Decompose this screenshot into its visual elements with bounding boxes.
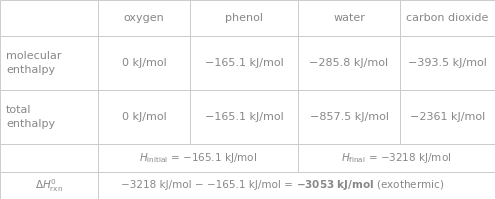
Bar: [0, 90, 98, 144]
Bar: [298, 90, 400, 144]
Text: $H_{\rm initial}$ = −165.1 kJ/mol: $H_{\rm initial}$ = −165.1 kJ/mol: [139, 151, 257, 165]
Bar: [0, 144, 98, 172]
Bar: [190, 90, 298, 144]
Bar: [298, 0, 400, 36]
Text: −165.1 kJ/mol: −165.1 kJ/mol: [204, 112, 283, 122]
Text: water: water: [333, 13, 365, 23]
Text: −857.5 kJ/mol: −857.5 kJ/mol: [309, 112, 389, 122]
Text: −285.8 kJ/mol: −285.8 kJ/mol: [309, 58, 389, 68]
Text: −165.1 kJ/mol: −165.1 kJ/mol: [204, 58, 283, 68]
Text: total
enthalpy: total enthalpy: [6, 105, 55, 129]
Bar: [0, 172, 98, 199]
Text: $H_{\rm final}$ = −3218 kJ/mol: $H_{\rm final}$ = −3218 kJ/mol: [341, 151, 452, 165]
Bar: [298, 144, 495, 172]
Bar: [98, 90, 190, 144]
Bar: [400, 36, 495, 90]
Text: 0 kJ/mol: 0 kJ/mol: [122, 58, 166, 68]
Bar: [98, 144, 298, 172]
Text: phenol: phenol: [225, 13, 263, 23]
Text: molecular
enthalpy: molecular enthalpy: [6, 51, 61, 75]
Bar: [190, 0, 298, 36]
Text: carbon dioxide: carbon dioxide: [406, 13, 489, 23]
Bar: [98, 172, 495, 199]
Bar: [400, 0, 495, 36]
Bar: [298, 36, 400, 90]
Text: $\mathbf{-3053}$ $\mathbf{kJ/mol}$ (exothermic): $\mathbf{-3053}$ $\mathbf{kJ/mol}$ (exot…: [297, 179, 445, 192]
Bar: [0, 0, 98, 36]
Bar: [190, 36, 298, 90]
Bar: [0, 36, 98, 90]
Bar: [98, 0, 190, 36]
Bar: [400, 90, 495, 144]
Text: $\Delta H^0_{\rm rxn}$: $\Delta H^0_{\rm rxn}$: [35, 177, 63, 194]
Text: −2361 kJ/mol: −2361 kJ/mol: [410, 112, 485, 122]
Text: oxygen: oxygen: [124, 13, 164, 23]
Text: −393.5 kJ/mol: −393.5 kJ/mol: [408, 58, 487, 68]
Text: −3218 kJ/mol − −165.1 kJ/mol =: −3218 kJ/mol − −165.1 kJ/mol =: [121, 180, 297, 190]
Bar: [98, 36, 190, 90]
Text: 0 kJ/mol: 0 kJ/mol: [122, 112, 166, 122]
